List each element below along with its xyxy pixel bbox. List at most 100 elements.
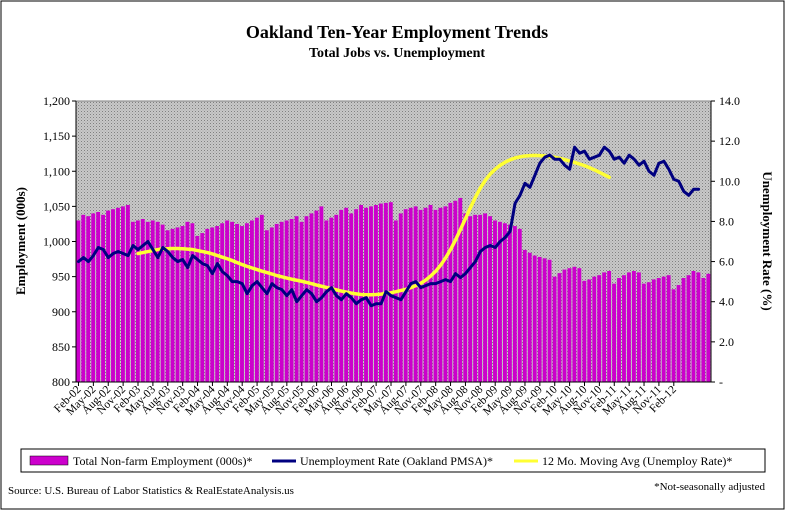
employment-bar: [165, 230, 170, 382]
employment-bar: [582, 280, 587, 382]
footer-note: *Not-seasonally adjusted: [654, 481, 765, 493]
employment-bar: [245, 223, 249, 382]
source-note: Source: U.S. Bureau of Labor Statistics …: [8, 485, 294, 497]
employment-bar: [631, 271, 636, 382]
employment-bar: [314, 210, 319, 382]
employment-bar: [225, 220, 230, 382]
employment-bar: [483, 213, 488, 382]
employment-bar: [696, 272, 701, 382]
employment-bar: [572, 266, 577, 382]
employment-bar: [403, 209, 408, 382]
employment-bar: [170, 228, 175, 382]
moving-average-line: [136, 153, 612, 297]
employment-bar: [661, 276, 666, 383]
employment-bar: [413, 206, 418, 383]
employment-bar: [284, 220, 289, 382]
employment-bar: [691, 271, 696, 382]
employment-bar: [577, 268, 582, 382]
employment-bar: [269, 227, 274, 382]
employment-bar: [473, 214, 478, 382]
legend-label: 12 Mo. Moving Avg (Unemploy Rate)*: [542, 454, 732, 468]
left-tick-label: 950: [52, 270, 70, 284]
legend-label: Total Non-farm Employment (000s)*: [73, 454, 252, 468]
employment-bar: [240, 226, 244, 382]
employment-bar: [408, 207, 413, 382]
employment-bar: [597, 275, 602, 382]
employment-bar: [195, 235, 200, 382]
employment-bar: [259, 214, 264, 382]
employment-bar: [76, 220, 81, 382]
employment-bar: [91, 213, 96, 382]
employment-bar: [418, 209, 423, 382]
employment-bar: [592, 276, 597, 383]
employment-bar: [453, 200, 458, 382]
employment-bar: [393, 220, 398, 382]
employment-bar: [478, 214, 483, 382]
employment-bar: [106, 210, 110, 382]
left-y-axis: 800 850 900 950 1,000 1,050 1,100 1,150 1,200: [43, 94, 77, 389]
employment-bar: [235, 223, 239, 382]
employment-bar: [512, 226, 517, 382]
employment-bar: [334, 214, 339, 382]
employment-bar: [274, 223, 279, 382]
employment-bar: [433, 209, 438, 382]
employment-bar: [319, 206, 324, 383]
left-tick-label: 850: [52, 340, 70, 354]
left-tick-label: 1,050: [43, 199, 70, 213]
employment-bar: [160, 224, 165, 382]
employment-bar: [116, 207, 120, 382]
employment-bar: [96, 212, 101, 382]
employment-bar: [210, 227, 215, 382]
employment-bar: [522, 249, 527, 382]
employment-bar: [468, 216, 473, 382]
employment-bar: [562, 269, 567, 382]
legend-label: Unemployment Rate (Oakland PMSA)*: [300, 454, 493, 468]
employment-bar: [140, 219, 145, 382]
right-tick-label: 12.0: [719, 134, 740, 148]
employment-bar: [289, 219, 294, 382]
employment-bar: [111, 209, 115, 382]
employment-bar: [587, 279, 592, 382]
employment-bar: [205, 228, 210, 382]
employment-bar: [498, 221, 502, 382]
employment-bar: [249, 220, 254, 382]
employment-bar: [145, 221, 150, 382]
employment-bar: [701, 278, 706, 382]
employment-bar: [666, 275, 671, 382]
employment-bar: [552, 276, 557, 383]
employment-bar: [527, 252, 532, 382]
employment-bar: [651, 279, 656, 382]
employment-bar: [686, 275, 691, 382]
employment-bar: [150, 220, 155, 382]
employment-bar: [557, 273, 562, 382]
employment-bar: [547, 259, 552, 382]
left-tick-label: 1,150: [43, 129, 70, 143]
employment-bar: [676, 285, 681, 382]
right-tick-label: 8.0: [719, 214, 734, 228]
employment-bar: [443, 206, 448, 383]
unemployment-rate-line: [76, 145, 701, 308]
employment-bar: [622, 275, 626, 382]
left-tick-label: 1,200: [43, 94, 70, 108]
chart-subtitle: Total Jobs vs. Unemployment: [309, 46, 485, 61]
employment-bar: [215, 226, 220, 382]
employment-bar: [264, 230, 269, 382]
employment-bar: [180, 226, 185, 382]
employment-bar: [230, 221, 235, 382]
employment-bar: [86, 216, 91, 382]
right-y-axis: - 2.0 4.0 6.0 8.0 10.0 12.0 14.0: [710, 94, 740, 389]
employment-bar: [220, 223, 225, 382]
employment-bar: [448, 202, 453, 382]
employment-bar: [185, 221, 190, 382]
employment-bar: [135, 220, 140, 382]
employment-bar: [309, 213, 314, 382]
employment-bar: [324, 220, 329, 382]
left-tick-label: 1,100: [43, 164, 70, 178]
employment-bar: [190, 223, 195, 382]
left-tick-label: 900: [52, 305, 70, 319]
employment-bar: [130, 221, 135, 382]
employment-bar: [517, 228, 522, 382]
legend: Total Non-farm Employment (000s)* Unemplo…: [29, 454, 732, 468]
right-tick-label: -: [719, 375, 723, 389]
